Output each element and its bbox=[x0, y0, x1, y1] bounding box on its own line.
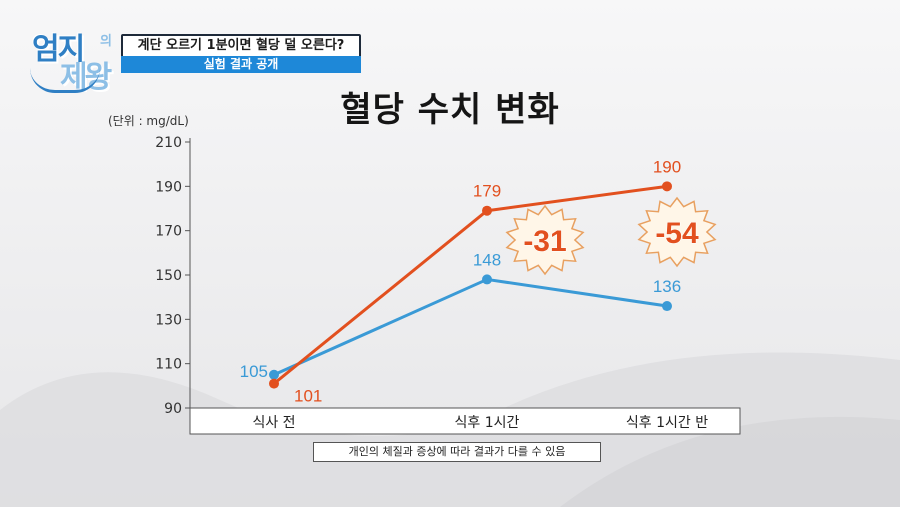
data-point bbox=[482, 205, 492, 216]
difference-label: -31 bbox=[523, 225, 566, 258]
y-axis: 90 110 130 150 170 190 210 bbox=[155, 135, 191, 417]
series-line-0 bbox=[273, 184, 668, 385]
program-logo: 엄지 의 제왕 bbox=[30, 24, 122, 95]
difference-annotations: -31 -54 bbox=[505, 196, 717, 276]
x-axis-band bbox=[189, 407, 741, 435]
y-tick-label: 130 bbox=[155, 312, 182, 328]
data-point bbox=[662, 301, 672, 312]
difference-label: -54 bbox=[655, 217, 699, 250]
x-tick-label: 식후 1시간 bbox=[455, 415, 520, 431]
data-labels: 101 179 190 105 148 136 bbox=[240, 157, 682, 405]
data-label: 148 bbox=[473, 250, 501, 269]
y-unit-label: (단위 : mg/dL) bbox=[108, 114, 189, 128]
y-tick-label: 150 bbox=[155, 268, 182, 284]
burst-shape bbox=[637, 196, 717, 268]
data-point bbox=[269, 369, 279, 380]
data-label: 179 bbox=[473, 182, 501, 201]
x-tick-label: 식후 1시간 반 bbox=[626, 415, 708, 431]
logo-stethoscope-arc bbox=[30, 68, 100, 93]
episode-subtitle-banner: 실험 결과 공개 bbox=[121, 56, 361, 73]
data-label: 190 bbox=[653, 157, 681, 176]
y-tick-label: 170 bbox=[155, 224, 182, 240]
data-point bbox=[269, 378, 279, 389]
data-point bbox=[482, 274, 492, 285]
data-point bbox=[662, 181, 672, 192]
burst-shape bbox=[505, 204, 585, 276]
logo-text-small: 의 bbox=[100, 34, 112, 49]
y-tick-label: 210 bbox=[155, 135, 182, 151]
logo-text-1: 엄지 bbox=[32, 32, 85, 67]
y-tick-label: 190 bbox=[155, 179, 182, 195]
y-tick-label: 90 bbox=[164, 401, 182, 417]
data-label: 101 bbox=[294, 387, 322, 406]
disclaimer-note: 개인의 체질과 증상에 따라 결과가 다를 수 있음 bbox=[313, 442, 601, 462]
data-label: 105 bbox=[240, 362, 268, 381]
y-tick-label: 110 bbox=[155, 357, 182, 373]
series-points bbox=[269, 181, 672, 389]
chart-title: 혈당 수치 변화 bbox=[340, 90, 560, 130]
series-line-1 bbox=[273, 277, 668, 377]
series-lines bbox=[273, 184, 668, 385]
x-axis: 식사 전 식후 1시간 식후 1시간 반 bbox=[189, 407, 741, 435]
data-label: 136 bbox=[653, 277, 681, 296]
x-tick-label: 식사 전 bbox=[252, 415, 295, 431]
